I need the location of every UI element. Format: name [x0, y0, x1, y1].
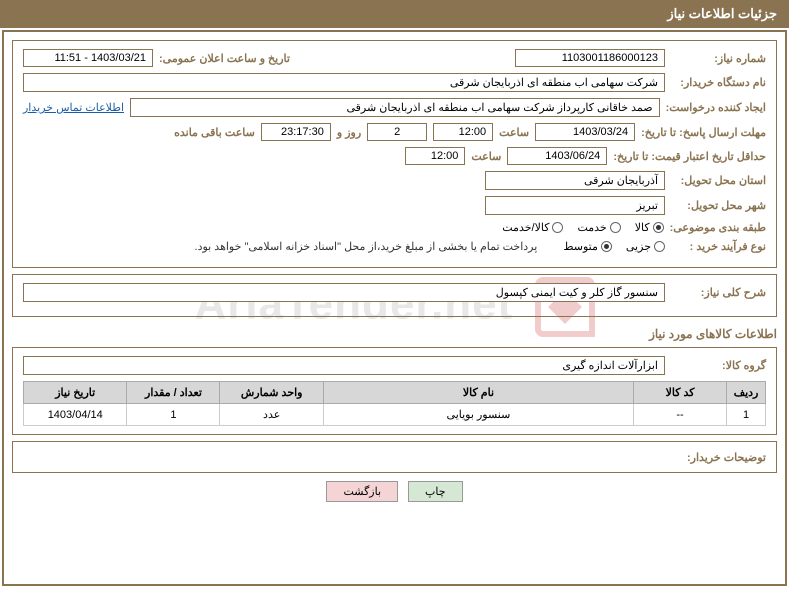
goods-group-value: ابزارآلات اندازه گیری [23, 356, 665, 375]
announce-label: تاریخ و ساعت اعلان عمومی: [159, 52, 290, 65]
process-type-label: نوع فرآیند خرید : [671, 240, 766, 253]
row-category: طبقه بندی موضوعی: کالا خدمت کالا/خدمت [23, 221, 766, 234]
row-buyer-org: نام دستگاه خریدار: شرکت سهامی اب منطقه ا… [23, 73, 766, 92]
outer-frame: AriaTender.net شماره نیاز: 1103001186000… [2, 30, 787, 586]
page-header: جزئیات اطلاعات نیاز [0, 0, 789, 28]
details-panel: شماره نیاز: 1103001186000123 تاریخ و ساع… [12, 40, 777, 268]
deadline-remain-label: ساعت باقی مانده [174, 126, 255, 139]
process-option-minor-text: جزیی [626, 240, 651, 253]
category-radio-group: کالا خدمت کالا/خدمت [502, 221, 663, 234]
summary-panel: شرح کلی نیاز: سنسور گاز کلر و کیت ایمنی … [12, 274, 777, 317]
category-label: طبقه بندی موضوعی: [670, 221, 766, 234]
th-qty: تعداد / مقدار [127, 382, 220, 404]
requester-label: ایجاد کننده درخواست: [666, 101, 766, 114]
row-deadline: مهلت ارسال پاسخ: تا تاریخ: 1403/03/24 سا… [23, 123, 766, 141]
city-value: تبریز [485, 196, 665, 215]
buyer-org-value: شرکت سهامی اب منطقه ای اذربایجان شرقی [23, 73, 665, 92]
requester-value: صمد خاقانی کارپرداز شرکت سهامی اب منطقه … [130, 98, 660, 117]
radio-icon [601, 241, 612, 252]
row-summary: شرح کلی نیاز: سنسور گاز کلر و کیت ایمنی … [23, 283, 766, 302]
validity-time-label: ساعت [471, 150, 501, 163]
deadline-label: مهلت ارسال پاسخ: تا تاریخ: [641, 126, 766, 139]
td-name: سنسور بویایی [323, 404, 633, 426]
buyer-notes-label: توضیحات خریدار: [687, 452, 766, 464]
print-button[interactable]: چاپ [408, 481, 463, 502]
category-option-both-text: کالا/خدمت [502, 221, 549, 234]
buyer-notes-panel: توضیحات خریدار: [12, 441, 777, 473]
validity-label: حداقل تاریخ اعتبار قیمت: تا تاریخ: [613, 150, 766, 163]
category-option-both[interactable]: کالا/خدمت [502, 221, 563, 234]
row-process-type: نوع فرآیند خرید : جزیی متوسط پرداخت تمام… [23, 240, 766, 253]
radio-icon [552, 222, 563, 233]
td-date: 1403/04/14 [24, 404, 127, 426]
need-number-label: شماره نیاز: [671, 52, 766, 65]
th-unit: واحد شمارش [220, 382, 323, 404]
process-option-medium[interactable]: متوسط [563, 240, 612, 253]
th-code: کد کالا [634, 382, 727, 404]
page-title: جزئیات اطلاعات نیاز [667, 6, 777, 21]
row-validity: حداقل تاریخ اعتبار قیمت: تا تاریخ: 1403/… [23, 147, 766, 165]
table-header-row: ردیف کد کالا نام کالا واحد شمارش تعداد /… [24, 382, 766, 404]
announce-value: 1403/03/21 - 11:51 [23, 49, 153, 67]
validity-time: 12:00 [405, 147, 465, 165]
td-row: 1 [727, 404, 766, 426]
row-goods-group: گروه کالا: ابزارآلات اندازه گیری [23, 356, 766, 375]
row-province: استان محل تحویل: آذربایجان شرقی [23, 171, 766, 190]
table-row: 1 -- سنسور بویایی عدد 1 1403/04/14 [24, 404, 766, 426]
td-qty: 1 [127, 404, 220, 426]
need-number-value: 1103001186000123 [515, 49, 665, 67]
buyer-org-label: نام دستگاه خریدار: [671, 76, 766, 89]
row-need-number: شماره نیاز: 1103001186000123 تاریخ و ساع… [23, 49, 766, 67]
category-option-service[interactable]: خدمت [577, 221, 620, 234]
buttons-row: چاپ بازگشت [12, 481, 777, 502]
goods-section-title: اطلاعات کالاهای مورد نیاز [12, 327, 777, 341]
td-code: -- [634, 404, 727, 426]
td-unit: عدد [220, 404, 323, 426]
goods-group-label: گروه کالا: [671, 359, 766, 372]
radio-icon [654, 241, 665, 252]
deadline-time-label: ساعت [499, 126, 529, 139]
goods-panel: گروه کالا: ابزارآلات اندازه گیری ردیف کد… [12, 347, 777, 435]
province-label: استان محل تحویل: [671, 174, 766, 187]
process-option-medium-text: متوسط [563, 240, 598, 253]
summary-label: شرح کلی نیاز: [671, 286, 766, 299]
deadline-date: 1403/03/24 [535, 123, 635, 141]
process-type-radio-group: جزیی متوسط [563, 240, 665, 253]
category-option-goods-text: کالا [635, 221, 650, 234]
province-value: آذربایجان شرقی [485, 171, 665, 190]
summary-value: سنسور گاز کلر و کیت ایمنی کپسول [23, 283, 665, 302]
th-date: تاریخ نیاز [24, 382, 127, 404]
process-option-minor[interactable]: جزیی [626, 240, 665, 253]
deadline-time: 12:00 [433, 123, 493, 141]
category-option-service-text: خدمت [577, 221, 606, 234]
deadline-days-label: روز و [337, 126, 361, 139]
deadline-days: 2 [367, 123, 427, 141]
category-option-goods[interactable]: کالا [635, 221, 664, 234]
city-label: شهر محل تحویل: [671, 199, 766, 212]
goods-table: ردیف کد کالا نام کالا واحد شمارش تعداد /… [23, 381, 766, 426]
validity-date: 1403/06/24 [507, 147, 607, 165]
radio-icon [610, 222, 621, 233]
th-row: ردیف [727, 382, 766, 404]
deadline-remain-time: 23:17:30 [261, 123, 331, 141]
radio-icon [653, 222, 664, 233]
row-city: شهر محل تحویل: تبریز [23, 196, 766, 215]
process-type-note: پرداخت تمام یا بخشی از مبلغ خرید،از محل … [195, 240, 538, 253]
th-name: نام کالا [323, 382, 633, 404]
back-button[interactable]: بازگشت [326, 481, 398, 502]
row-requester: ایجاد کننده درخواست: صمد خاقانی کارپرداز… [23, 98, 766, 117]
buyer-contact-link[interactable]: اطلاعات تماس خریدار [23, 101, 124, 114]
